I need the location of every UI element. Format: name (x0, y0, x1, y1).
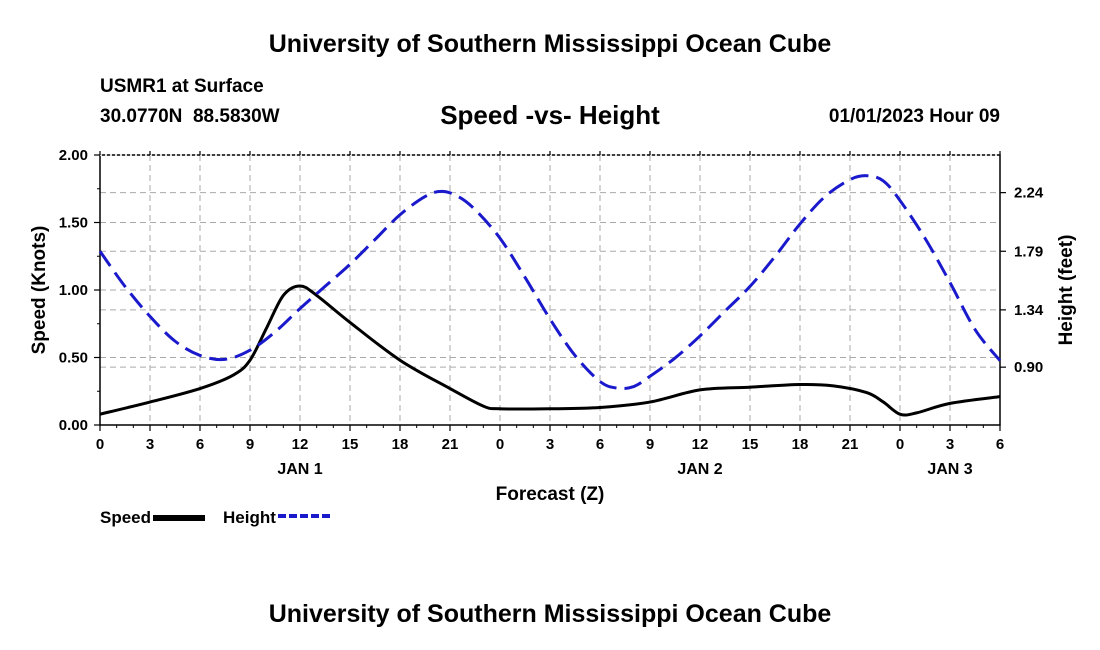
x-tick-label: 6 (196, 436, 204, 453)
x-tick-label: 6 (996, 436, 1004, 453)
x-tick-label: 3 (946, 436, 954, 453)
y-tick-label: 1.50 (59, 215, 88, 232)
x-tick-label: 18 (792, 436, 809, 453)
date-label: JAN 2 (677, 461, 722, 478)
footer-title: University of Southern Mississippi Ocean… (268, 600, 832, 628)
x-tick-label: 6 (596, 436, 604, 453)
x-axis-label: Forecast (Z) (496, 484, 605, 505)
x-tick-label: 0 (96, 436, 104, 453)
date-label: JAN 3 (927, 461, 972, 478)
x-tick-label: 15 (342, 436, 359, 453)
y-tick-label: 2.00 (59, 147, 88, 164)
forecast-datetime: 01/01/2023 Hour 09 (828, 106, 1000, 127)
y2-tick-label: 0.90 (1014, 359, 1043, 376)
series-line-height (98, 174, 1002, 390)
station-coordinates: 30.0770N 88.5830W (100, 106, 280, 127)
page-title: University of Southern Mississippi Ocean… (268, 30, 832, 58)
series-line-speed (99, 284, 1001, 417)
x-tick-label: 3 (146, 436, 154, 453)
y-tick-label: 1.00 (59, 282, 88, 299)
y2-tick-label: 2.24 (1014, 185, 1044, 202)
legend: Speed Height (100, 508, 330, 528)
y-tick-label: 0.50 (59, 350, 88, 367)
y-tick-label: 0.00 (59, 417, 88, 434)
x-tick-label: 12 (692, 436, 709, 453)
y2-tick-label: 1.34 (1014, 302, 1044, 319)
series (98, 174, 1002, 417)
y2-axis-label: Height (feet) (1056, 235, 1077, 346)
grid-lines (100, 155, 1000, 425)
date-label: JAN 1 (277, 461, 322, 478)
x-tick-label: 18 (392, 436, 409, 453)
x-tick-label: 12 (292, 436, 309, 453)
x-tick-label: 0 (496, 436, 504, 453)
legend-speed-swatch (153, 515, 206, 521)
chart-title: Speed -vs- Height (440, 100, 660, 130)
x-tick-label: 21 (842, 436, 859, 453)
station-label: USMR1 at Surface (100, 76, 264, 97)
speed-height-chart: 0 3 6 9 12 15 18 21 0 3 6 9 12 15 18 21 0 3 6 0.00 0.50 1.00 1… (29, 147, 1077, 505)
y-axis-label: Speed (Knots) (29, 226, 50, 355)
legend-height-label: Height (223, 508, 276, 527)
x-tick-label: 9 (246, 436, 254, 453)
legend-height-swatch (277, 514, 330, 522)
x-tick-label: 21 (442, 436, 459, 453)
axes: 0 3 6 9 12 15 18 21 0 3 6 9 12 15 18 21 0 3 6 0.00 0.50 1.00 1… (59, 147, 1044, 478)
x-tick-label: 3 (546, 436, 554, 453)
x-tick-label: 9 (646, 436, 654, 453)
y2-tick-label: 1.79 (1014, 243, 1043, 260)
legend-speed-label: Speed (100, 508, 152, 527)
x-tick-label: 15 (742, 436, 759, 453)
x-tick-label: 0 (896, 436, 904, 453)
